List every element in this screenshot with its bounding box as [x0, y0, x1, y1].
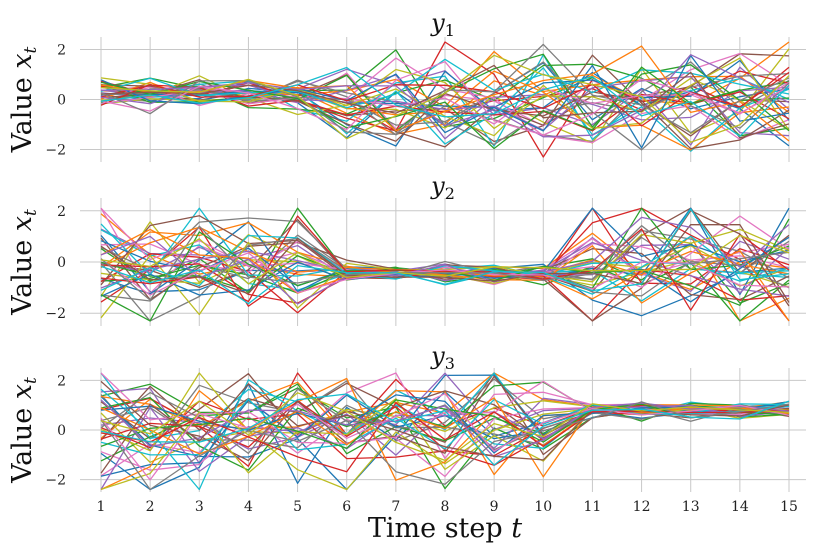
y-tick-label: 2 — [57, 43, 66, 59]
series-line — [100, 208, 790, 305]
y-tick-label: −2 — [45, 143, 66, 159]
panel-3: −2 0 2 y3 Value xt — [7, 342, 806, 492]
series-line — [100, 61, 790, 151]
x-tick-label: 10 — [534, 499, 552, 515]
series-line — [100, 401, 790, 491]
x-axis-label: Time step t — [368, 513, 522, 544]
series-line — [100, 229, 790, 302]
x-tick-label: 14 — [731, 499, 749, 515]
x-tick-label: 15 — [780, 499, 798, 515]
y-tick-label: 0 — [57, 255, 66, 271]
series-line — [100, 54, 790, 138]
series-line — [100, 392, 790, 462]
panel-2: −2 0 2 y2 Value xt — [7, 172, 806, 326]
x-tick-label: 1 — [97, 499, 106, 515]
x-tick-label: 3 — [195, 499, 204, 515]
series-line — [100, 215, 790, 311]
panel-1: −2 0 2 y1 Value xt — [7, 9, 806, 162]
series-line — [100, 225, 790, 301]
series-line — [100, 207, 790, 288]
x-tick-label: 7 — [391, 499, 400, 515]
series-line — [100, 71, 790, 127]
x-tick-label: 8 — [441, 499, 450, 515]
y-axis-label: Value xt — [7, 46, 41, 153]
x-tick-label: 2 — [146, 499, 155, 515]
y-tick-label: 2 — [57, 373, 66, 389]
series-line — [100, 404, 790, 490]
series-line — [100, 216, 790, 305]
series-line — [100, 54, 790, 147]
y-axis-label: Value xt — [7, 209, 41, 316]
x-tick-label: 5 — [293, 499, 302, 515]
x-tick-label: 9 — [490, 499, 499, 515]
x-tick-label: 4 — [244, 499, 253, 515]
series-line — [100, 66, 790, 137]
x-tick-label: 12 — [633, 499, 651, 515]
panel-title: y1 — [430, 9, 455, 40]
series-line — [100, 237, 790, 322]
series-line — [100, 43, 790, 135]
y-tick-label: 2 — [57, 204, 66, 220]
y-tick-label: 0 — [57, 93, 66, 109]
series-line — [100, 398, 790, 491]
series-line — [100, 54, 790, 143]
panel-title: y2 — [430, 172, 455, 203]
panel-title: y3 — [430, 342, 455, 373]
series-line — [100, 383, 790, 474]
x-tick-label: 13 — [682, 499, 700, 515]
y-tick-label: −2 — [45, 473, 66, 489]
x-tick-label: 11 — [584, 499, 602, 515]
series-line — [100, 377, 790, 491]
series-line — [100, 399, 790, 458]
series-line — [100, 66, 790, 150]
series-line — [100, 393, 790, 466]
y-tick-label: 0 — [57, 423, 66, 439]
y-tick-label: −2 — [45, 306, 66, 322]
series-line — [100, 252, 790, 296]
x-tick-label: 6 — [342, 499, 351, 515]
series-line — [100, 234, 790, 285]
series-line — [100, 388, 790, 455]
series-line — [100, 58, 790, 109]
series-line — [100, 64, 790, 139]
y-axis-label: Value xt — [7, 377, 41, 484]
